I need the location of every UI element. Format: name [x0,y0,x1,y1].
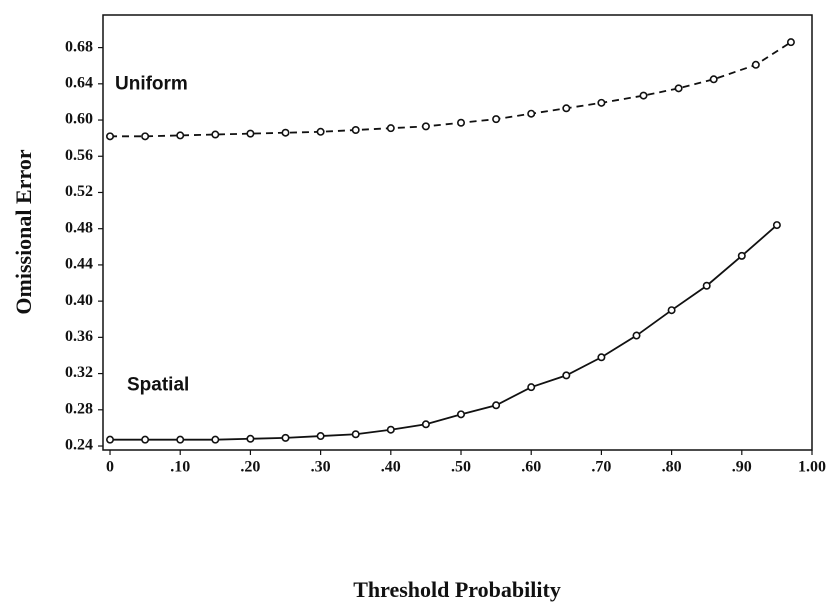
point [106,132,115,141]
series-line [110,224,778,441]
point [527,383,536,392]
point [351,125,360,134]
point [281,128,290,137]
point [562,371,571,380]
x-tick-label: .30 [311,459,331,476]
y-axis-title: Omissional Error [11,149,36,314]
point [351,430,360,439]
point [751,60,760,69]
y-tick-label: 0.52 [65,183,93,200]
point [492,115,501,124]
series-label: Uniform [115,73,188,94]
point [457,410,466,419]
y-tick-label: 0.36 [65,328,93,345]
point [141,132,150,141]
x-tick-label: .70 [591,459,611,476]
series-label: Spatial [127,375,189,396]
point [492,401,501,410]
x-tick-label: 1.00 [798,459,826,476]
point [246,129,255,138]
point [702,281,711,290]
point [421,122,430,131]
point [632,331,641,340]
point [421,420,430,429]
point [211,435,220,444]
y-tick-label: 0.40 [65,292,93,309]
point [457,118,466,127]
x-tick-label: .90 [732,459,752,476]
point [562,104,571,113]
x-tick-label: .50 [451,459,471,476]
point [597,353,606,362]
y-tick-label: 0.60 [65,111,93,128]
point [176,435,185,444]
y-tick-label: 0.68 [65,38,93,55]
x-tick-label: 0 [106,459,114,476]
x-axis-title: Threshold Probability [353,577,561,602]
x-tick-label: .80 [662,459,682,476]
point [386,124,395,133]
point [667,306,676,315]
point [106,435,115,444]
point [246,434,255,443]
plot-frame [102,14,813,451]
x-tick-label: .60 [521,459,541,476]
y-tick-label: 0.64 [65,74,93,91]
point [281,433,290,442]
point [597,98,606,107]
point [211,130,220,139]
point [176,131,185,140]
y-tick-label: 0.28 [65,400,93,417]
point [316,432,325,441]
point [386,425,395,434]
y-tick-label: 0.56 [65,147,93,164]
y-tick-label: 0.44 [65,256,93,273]
point [527,109,536,118]
point [141,435,150,444]
x-tick-label: .40 [381,459,401,476]
y-tick-label: 0.48 [65,219,93,236]
x-tick-label: .10 [170,459,190,476]
point [674,84,683,93]
y-tick-label: 0.24 [65,437,93,454]
y-tick-label: 0.32 [65,364,93,381]
point [772,221,781,230]
x-tick-label: .20 [240,459,260,476]
point [709,75,718,84]
series-line [110,41,792,138]
point [737,251,746,260]
point [316,127,325,136]
point [639,91,648,100]
point [786,38,795,47]
